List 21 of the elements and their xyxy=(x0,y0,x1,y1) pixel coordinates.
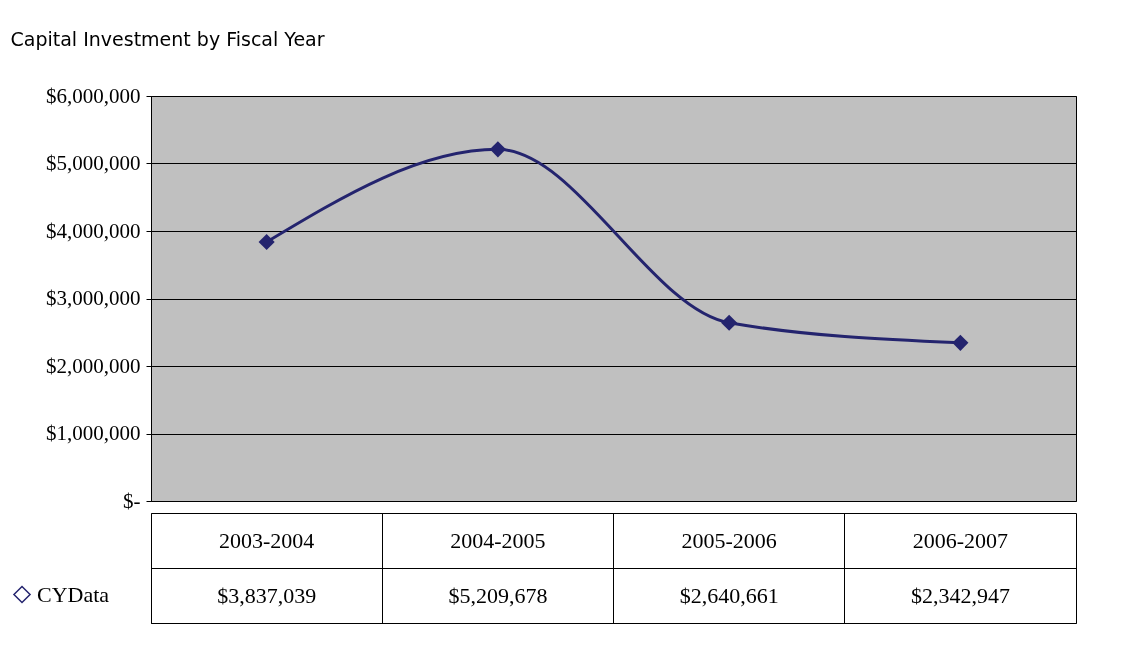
legend-label: CYData xyxy=(37,581,110,607)
text: $2,640,661 xyxy=(679,582,779,608)
chart-title: Capital Investment by Fiscal Year xyxy=(10,27,325,50)
x-tick-label: 2003-2004 xyxy=(218,527,315,553)
y-tick-label: $1,000,000 xyxy=(46,421,141,445)
y-tick-label: $- xyxy=(123,488,141,513)
x-tick-label: 2006-2007 xyxy=(912,527,1009,553)
point xyxy=(952,334,969,351)
x-tick-label: 2004-2005 xyxy=(450,527,546,553)
x-tick-label: 2005-2006 xyxy=(681,527,777,553)
y-tick-label: $6,000,000 xyxy=(46,83,141,108)
text: $5,209,678 xyxy=(448,582,548,608)
point xyxy=(489,141,506,158)
point xyxy=(258,233,275,251)
y-tick-label: $5,000,000 xyxy=(46,151,141,175)
point xyxy=(721,314,738,331)
y-tick-label: $4,000,000 xyxy=(46,218,141,243)
y-tick-label: $2,000,000 xyxy=(46,353,141,378)
text: $3,837,039 xyxy=(217,582,317,608)
y-tick-label: $3,000,000 xyxy=(46,286,141,310)
text: $2,342,947 xyxy=(910,582,1010,608)
